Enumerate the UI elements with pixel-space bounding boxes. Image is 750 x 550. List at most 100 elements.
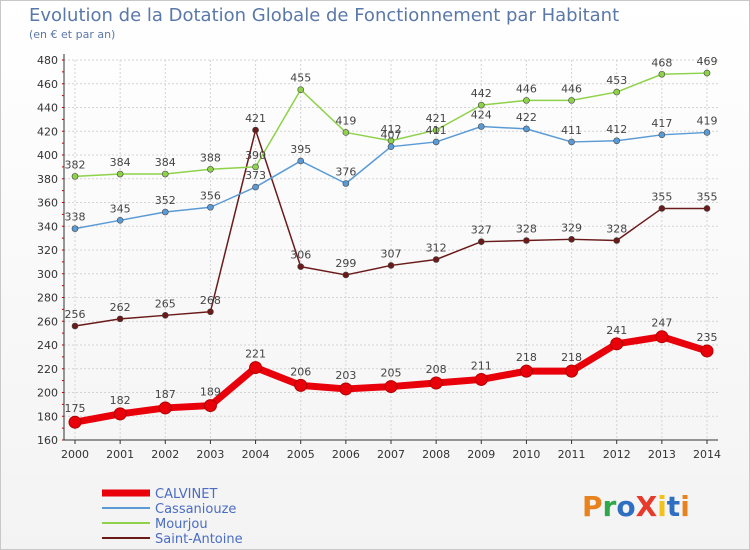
data-label: 352: [155, 194, 176, 207]
data-point: [703, 129, 711, 136]
data-label: 411: [561, 124, 582, 137]
series-mourjou: [71, 69, 711, 180]
data-point: [519, 364, 533, 378]
legend-label: Saint-Antoine: [155, 532, 243, 547]
data-point: [116, 217, 124, 224]
data-labels: 256 262 265 268 421 306 299 307 312 327 328 329 328 3…: [65, 55, 718, 415]
data-label: 356: [200, 189, 221, 202]
legend-label: Cassaniouze: [155, 502, 236, 517]
data-label: 355: [651, 190, 672, 203]
x-tick-label: 2013: [648, 448, 676, 461]
data-point: [71, 173, 79, 180]
data-label: 241: [606, 324, 627, 337]
data-label: 182: [110, 394, 131, 407]
data-label: 407: [381, 129, 402, 142]
data-label: 206: [290, 365, 311, 378]
data-point: [613, 237, 621, 244]
x-tick-label: 2014: [693, 448, 721, 461]
data-label: 382: [65, 158, 86, 171]
y-tick-label: 420: [37, 125, 58, 138]
y-tick-label: 340: [37, 220, 58, 233]
data-label: 446: [516, 82, 537, 95]
legend-label: Mourjou: [155, 517, 208, 532]
data-point: [207, 308, 214, 316]
data-point: [384, 380, 398, 394]
data-point: [658, 70, 666, 78]
proxiti-logo: ProXiti: [582, 490, 690, 523]
data-label: 327: [471, 224, 492, 237]
data-label: 189: [200, 386, 221, 399]
data-label: 205: [381, 367, 402, 380]
data-label: 419: [697, 114, 718, 127]
data-label: 256: [65, 308, 86, 321]
x-tick-label: 2009: [467, 448, 495, 461]
data-label: 412: [606, 123, 627, 136]
data-point: [297, 157, 305, 165]
data-label: 203: [335, 369, 356, 382]
data-point: [339, 382, 353, 396]
axes: 160 180 200 220 240 260 280 300 320 340 360 380 400 4…: [37, 54, 721, 461]
x-tick-label: 2001: [106, 448, 134, 461]
y-tick-label: 440: [37, 102, 58, 115]
data-label: 446: [561, 82, 582, 95]
data-label: 306: [290, 249, 311, 262]
data-point: [207, 165, 214, 173]
data-label: 328: [516, 223, 537, 236]
data-label: 265: [155, 297, 176, 310]
data-point: [474, 372, 488, 386]
data-label: 187: [155, 388, 176, 401]
x-tick-label: 2012: [603, 448, 631, 461]
data-label: 175: [65, 402, 86, 415]
data-label: 338: [65, 211, 86, 224]
data-point: [477, 101, 485, 109]
data-point: [523, 237, 530, 244]
data-label: 455: [290, 72, 311, 85]
data-label: 417: [651, 117, 672, 130]
data-point: [207, 203, 214, 211]
chart-title: Evolution de la Dotation Globale de Fonc…: [29, 5, 620, 26]
y-tick-label: 400: [37, 149, 58, 162]
data-point: [432, 138, 440, 146]
data-label: 262: [110, 301, 131, 314]
data-point: [432, 256, 440, 263]
y-tick-label: 180: [37, 410, 58, 423]
data-point: [429, 376, 443, 390]
data-point: [568, 138, 575, 146]
data-point: [387, 262, 395, 269]
y-tick-label: 240: [37, 339, 58, 352]
y-tick-label: 260: [37, 315, 58, 328]
data-label: 268: [200, 294, 221, 307]
y-tick-label: 460: [37, 78, 58, 91]
data-point: [613, 88, 621, 96]
x-tick-label: 2010: [512, 448, 540, 461]
y-tick-label: 220: [37, 363, 58, 376]
data-label: 390: [245, 149, 266, 162]
data-label: 329: [561, 221, 582, 234]
data-label: 373: [245, 169, 266, 182]
data-label: 208: [426, 363, 447, 376]
data-label: 395: [290, 143, 311, 156]
data-point: [294, 378, 308, 392]
data-point: [113, 407, 127, 421]
data-point: [161, 312, 169, 319]
series-saint-antoine: [71, 126, 711, 330]
x-tick-label: 2005: [287, 448, 315, 461]
data-point: [158, 401, 172, 415]
data-point: [432, 126, 440, 134]
legend-label: CALVINET: [155, 487, 217, 502]
data-point: [161, 170, 169, 178]
x-tick-label: 2006: [332, 448, 360, 461]
data-point: [477, 123, 485, 130]
data-point: [703, 205, 711, 212]
data-point: [203, 399, 217, 413]
data-point: [252, 163, 259, 171]
data-point: [342, 271, 350, 279]
data-label: 384: [110, 156, 131, 169]
x-tick-label: 2000: [61, 448, 89, 461]
data-point: [116, 315, 124, 323]
data-label: 424: [471, 109, 492, 122]
data-label: 422: [516, 111, 537, 124]
data-point: [252, 183, 259, 191]
